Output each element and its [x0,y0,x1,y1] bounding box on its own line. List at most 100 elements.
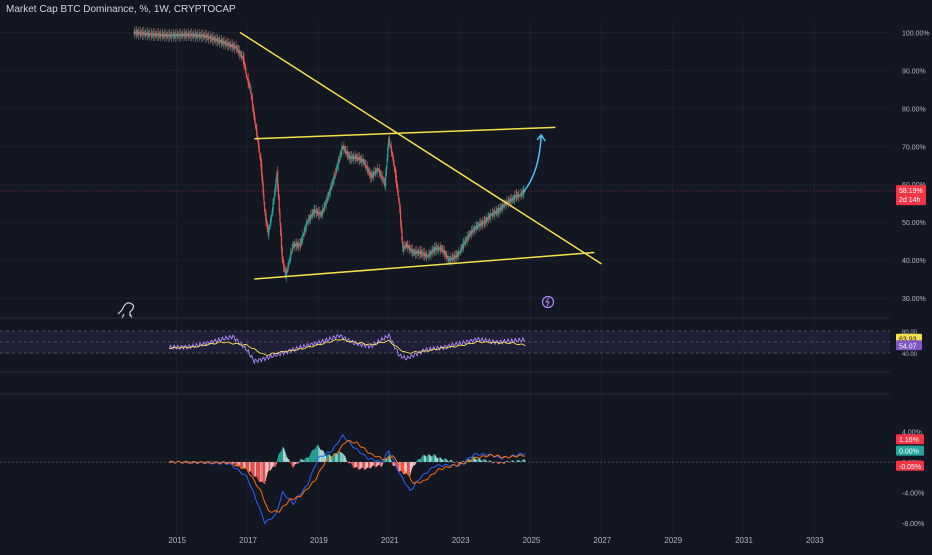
macd-histogram-bar [447,460,448,462]
macd-histogram-bar [345,456,346,462]
macd-histogram-bar [268,462,269,470]
macd-histogram-bar [369,462,370,468]
trendline [240,32,601,263]
macd-histogram-bar [503,462,504,464]
macd-histogram-bar [428,454,429,462]
candle-body [279,197,280,211]
macd-histogram-bar [284,449,285,462]
candle-body [250,91,251,93]
macd-histogram-bar [441,459,442,462]
x-tick-label: 2025 [523,536,541,545]
macd-histogram-bar [486,461,487,462]
macd-histogram-bar [442,460,443,462]
macd-histogram-bar [491,462,492,463]
x-tick-label: 2017 [239,536,257,545]
macd-histogram-bar [364,462,365,469]
macd-histogram-bar [519,461,520,462]
macd-histogram-bar [404,462,405,474]
macd-histogram-bar [289,460,290,462]
macd-histogram-bar [263,462,264,483]
macd-histogram-bar [478,458,479,462]
macd-histogram-bar [371,462,372,467]
x-tick-label: 2023 [452,536,470,545]
macd-histogram-bar [523,459,524,462]
macd-histogram-bar [454,462,455,463]
macd-histogram-bar [354,462,355,468]
macd-histogram-bar [251,462,252,473]
macd-histogram-bar [261,462,262,482]
macd-histogram-bar [265,462,266,484]
macd-histogram-bar [338,452,339,462]
macd-histogram-bar [257,462,258,479]
macd-histogram-bar [271,462,272,469]
candle-body [264,202,265,211]
macd-value-label: 1.16% [899,437,919,444]
macd-histogram-bar [443,460,444,462]
macd-histogram-bar [323,452,324,462]
macd-histogram-bar [393,462,394,466]
macd-histogram-bar [328,454,329,462]
macd-histogram-bar [336,454,337,462]
macd-histogram-bar [304,460,305,462]
macd-value-label: 0.00% [899,449,919,456]
macd-histogram-bar [274,462,275,467]
macd-histogram-bar [241,462,242,468]
macd-histogram-bar [359,462,360,470]
candle-body [275,180,276,189]
macd-histogram-bar [264,462,265,484]
macd-histogram-bar [279,453,280,462]
macd-histogram-bar [413,462,414,466]
y-tick-label: 80.00% [902,106,926,113]
macd-histogram-bar [478,458,479,462]
macd-value-label: -0.05% [899,464,921,471]
x-tick-label: 2033 [806,536,824,545]
macd-histogram-bar [391,460,392,462]
macd-histogram-bar [525,460,526,462]
candle-body [277,171,278,187]
macd-histogram-bar [363,462,364,469]
macd-histogram-bar [479,459,480,462]
macd-histogram-bar [266,462,267,478]
rsi-ma-label: 54.07 [899,343,917,350]
y-tick-label: 70.00% [902,144,926,151]
macd-histogram-bar [401,462,402,471]
macd-histogram-bar [355,462,356,467]
candle-body [278,186,279,197]
x-tick-label: 2015 [168,536,186,545]
macd-histogram-bar [524,459,525,462]
macd-histogram-bar [458,462,459,464]
x-tick-label: 2027 [593,536,611,545]
macd-histogram-bar [319,448,320,462]
macd-histogram-bar [423,455,424,462]
macd-histogram-bar [316,447,317,462]
macd-histogram-bar [442,460,443,462]
macd-histogram-bar [351,462,352,464]
macd-histogram-bar [274,462,275,467]
macd-histogram-bar [483,460,484,462]
macd-histogram-bar [418,459,419,462]
macd-histogram-bar [301,459,302,462]
x-tick-label: 2019 [310,536,328,545]
macd-histogram-bar [373,462,374,465]
macd-histogram-bar [480,459,481,462]
macd-histogram-bar [338,453,339,462]
macd-histogram-bar [307,458,308,462]
macd-histogram-bar [430,456,431,462]
macd-histogram-bar [367,462,368,468]
macd-histogram-bar [255,462,256,476]
macd-histogram-bar [483,459,484,462]
macd-histogram-bar [366,462,367,469]
macd-histogram-bar [432,456,433,462]
macd-histogram-bar [265,462,266,481]
macd-histogram-bar [327,455,328,462]
candle-body [279,212,280,221]
macd-histogram-bar [337,454,338,462]
macd-histogram-bar [476,459,477,462]
macd-histogram-bar [417,460,418,462]
macd-histogram-bar [272,462,273,467]
macd-histogram-bar [262,462,263,482]
macd-histogram-bar [183,461,184,462]
macd-histogram-bar [419,459,420,462]
y-tick-label: 90.00% [902,68,926,75]
